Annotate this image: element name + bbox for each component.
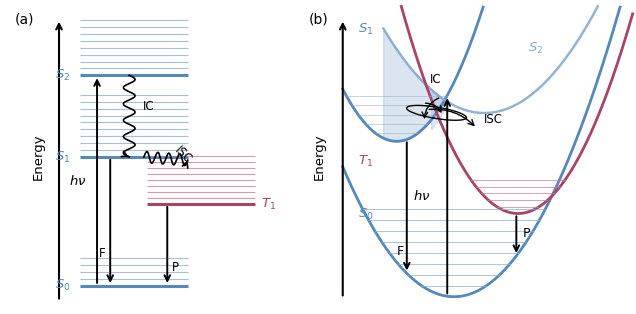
Text: F: F [396, 245, 403, 258]
Text: P: P [172, 261, 179, 274]
Text: ISC: ISC [172, 144, 194, 167]
Text: IC: IC [142, 100, 154, 113]
Text: $T_1$: $T_1$ [261, 197, 276, 212]
Text: $S_2$: $S_2$ [55, 68, 71, 83]
Text: $h\nu$: $h\nu$ [413, 189, 431, 203]
Text: P: P [523, 227, 530, 240]
Text: ISC: ISC [483, 113, 502, 126]
Text: $T_1$: $T_1$ [358, 154, 373, 169]
Text: $S_1$: $S_1$ [358, 22, 373, 37]
Text: IC: IC [429, 73, 441, 86]
Text: F: F [99, 247, 106, 260]
Text: $S_0$: $S_0$ [358, 207, 373, 222]
Text: Energy: Energy [32, 134, 45, 180]
Text: $S_2$: $S_2$ [528, 41, 543, 56]
Text: Energy: Energy [313, 134, 326, 180]
Text: (a): (a) [15, 13, 34, 27]
Text: $S_1$: $S_1$ [55, 149, 71, 165]
Text: $h\nu$: $h\nu$ [69, 174, 86, 187]
Text: (b): (b) [309, 13, 329, 27]
Text: $S_0$: $S_0$ [55, 278, 71, 293]
